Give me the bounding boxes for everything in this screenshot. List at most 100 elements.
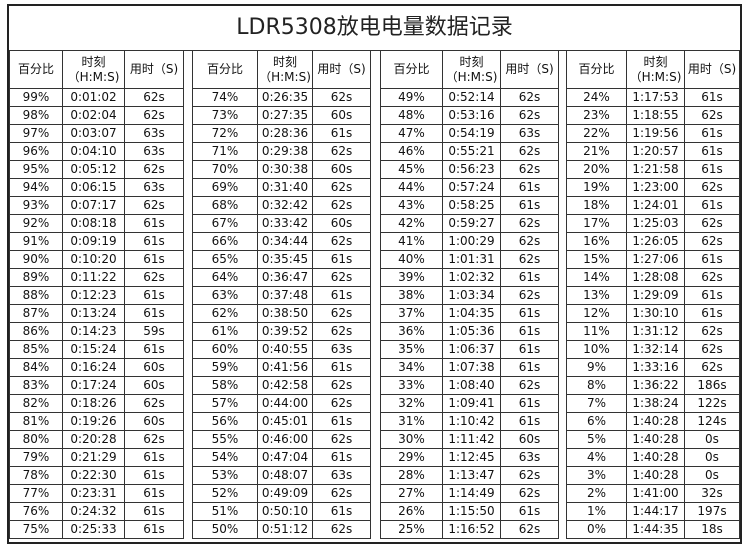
time-cell: 0:27:35 — [257, 106, 313, 125]
percent-cell: 82% — [9, 394, 63, 413]
table-row: 45% 0:56:23 62s — [380, 160, 559, 179]
duration-cell: 62s — [684, 322, 740, 341]
duration-cell: 60s — [124, 376, 184, 395]
time-cell: 0:41:56 — [257, 358, 313, 377]
table-row: 55% 0:46:00 62s — [192, 430, 371, 449]
duration-cell: 62s — [500, 484, 559, 503]
table-row: 46% 0:55:21 62s — [380, 142, 559, 161]
table-row: 67% 0:33:42 60s — [192, 214, 371, 233]
table-row: 93% 0:07:17 62s — [9, 196, 184, 215]
percent-cell: 38% — [380, 286, 443, 305]
time-cell: 1:24:01 — [626, 196, 685, 215]
percent-cell: 67% — [192, 214, 258, 233]
duration-cell: 61s — [124, 484, 184, 503]
table-row: 51% 0:50:10 61s — [192, 502, 371, 521]
time-cell: 0:06:15 — [62, 178, 125, 197]
duration-cell: 61s — [684, 124, 740, 143]
table-row: 63% 0:37:48 61s — [192, 286, 371, 305]
percent-cell: 68% — [192, 196, 258, 215]
time-cell: 0:09:19 — [62, 232, 125, 251]
percent-cell: 16% — [566, 232, 627, 251]
percent-cell: 31% — [380, 412, 443, 431]
duration-cell: 61s — [500, 502, 559, 521]
time-cell: 1:10:42 — [442, 412, 501, 431]
table-row: 98% 0:02:04 62s — [9, 106, 184, 125]
table-row: 79% 0:21:29 61s — [9, 448, 184, 467]
duration-cell: 0s — [684, 448, 740, 467]
table-row: 65% 0:35:45 61s — [192, 250, 371, 269]
time-cell: 1:16:52 — [442, 520, 501, 539]
time-cell: 0:16:24 — [62, 358, 125, 377]
duration-cell: 62s — [684, 268, 740, 287]
time-cell: 0:19:26 — [62, 412, 125, 431]
table-row: 11% 1:31:12 62s — [566, 322, 740, 341]
duration-cell: 61s — [124, 448, 184, 467]
time-cell: 1:27:06 — [626, 250, 685, 269]
time-cell: 1:02:32 — [442, 268, 501, 287]
percent-cell: 22% — [566, 124, 627, 143]
duration-cell: 62s — [312, 232, 371, 251]
time-cell: 0:51:12 — [257, 520, 313, 539]
table-row: 82% 0:18:26 62s — [9, 394, 184, 413]
time-cell: 0:18:26 — [62, 394, 125, 413]
page-title: LDR5308放电电量数据记录 — [9, 6, 740, 51]
percent-cell: 70% — [192, 160, 258, 179]
table-row: 20% 1:21:58 61s — [566, 160, 740, 179]
time-cell: 0:30:38 — [257, 160, 313, 179]
table-row: 8% 1:36:22 186s — [566, 376, 740, 395]
table-row: 56% 0:45:01 61s — [192, 412, 371, 431]
percent-cell: 35% — [380, 340, 443, 359]
time-cell: 0:21:29 — [62, 448, 125, 467]
table-row: 5% 1:40:28 0s — [566, 430, 740, 449]
header-time-label: 时刻 — [643, 54, 668, 69]
percent-cell: 65% — [192, 250, 258, 269]
table-row: 7% 1:38:24 122s — [566, 394, 740, 413]
time-cell: 0:58:25 — [442, 196, 501, 215]
time-cell: 0:59:27 — [442, 214, 501, 233]
table-row: 90% 0:10:20 61s — [9, 250, 184, 269]
table-row: 16% 1:26:05 62s — [566, 232, 740, 251]
table-row: 24% 1:17:53 61s — [566, 88, 740, 107]
time-cell: 1:30:10 — [626, 304, 685, 323]
percent-cell: 14% — [566, 268, 627, 287]
duration-cell: 61s — [500, 196, 559, 215]
percent-cell: 85% — [9, 340, 63, 359]
duration-cell: 62s — [684, 106, 740, 125]
table-row: 23% 1:18:55 62s — [566, 106, 740, 125]
percent-cell: 62% — [192, 304, 258, 323]
time-cell: 1:09:41 — [442, 394, 501, 413]
time-cell: 0:35:45 — [257, 250, 313, 269]
percent-cell: 72% — [192, 124, 258, 143]
duration-cell: 62s — [500, 232, 559, 251]
time-cell: 1:15:50 — [442, 502, 501, 521]
percent-cell: 43% — [380, 196, 443, 215]
table-row: 83% 0:17:24 60s — [9, 376, 184, 395]
duration-cell: 61s — [500, 268, 559, 287]
table-row: 57% 0:44:00 62s — [192, 394, 371, 413]
time-cell: 1:00:29 — [442, 232, 501, 251]
time-cell: 1:44:35 — [626, 520, 685, 539]
table-row: 86% 0:14:23 59s — [9, 322, 184, 341]
duration-cell: 62s — [500, 88, 559, 107]
duration-cell: 62s — [312, 376, 371, 395]
duration-cell: 62s — [312, 88, 371, 107]
table-row: 62% 0:38:50 62s — [192, 304, 371, 323]
duration-cell: 63s — [500, 124, 559, 143]
time-cell: 0:46:00 — [257, 430, 313, 449]
percent-cell: 78% — [9, 466, 63, 485]
duration-cell: 62s — [312, 322, 371, 341]
percent-cell: 36% — [380, 322, 443, 341]
time-cell: 1:05:36 — [442, 322, 501, 341]
time-cell: 1:18:55 — [626, 106, 685, 125]
table-row: 43% 0:58:25 61s — [380, 196, 559, 215]
table-row: 50% 0:51:12 62s — [192, 520, 371, 539]
percent-cell: 77% — [9, 484, 63, 503]
time-cell: 1:28:08 — [626, 268, 685, 287]
duration-cell: 60s — [312, 106, 371, 125]
table-row: 25% 1:16:52 62s — [380, 520, 559, 539]
table-row: 27% 1:14:49 62s — [380, 484, 559, 503]
time-cell: 0:07:17 — [62, 196, 125, 215]
percent-cell: 27% — [380, 484, 443, 503]
duration-cell: 62s — [312, 178, 371, 197]
table-row: 40% 1:01:31 62s — [380, 250, 559, 269]
